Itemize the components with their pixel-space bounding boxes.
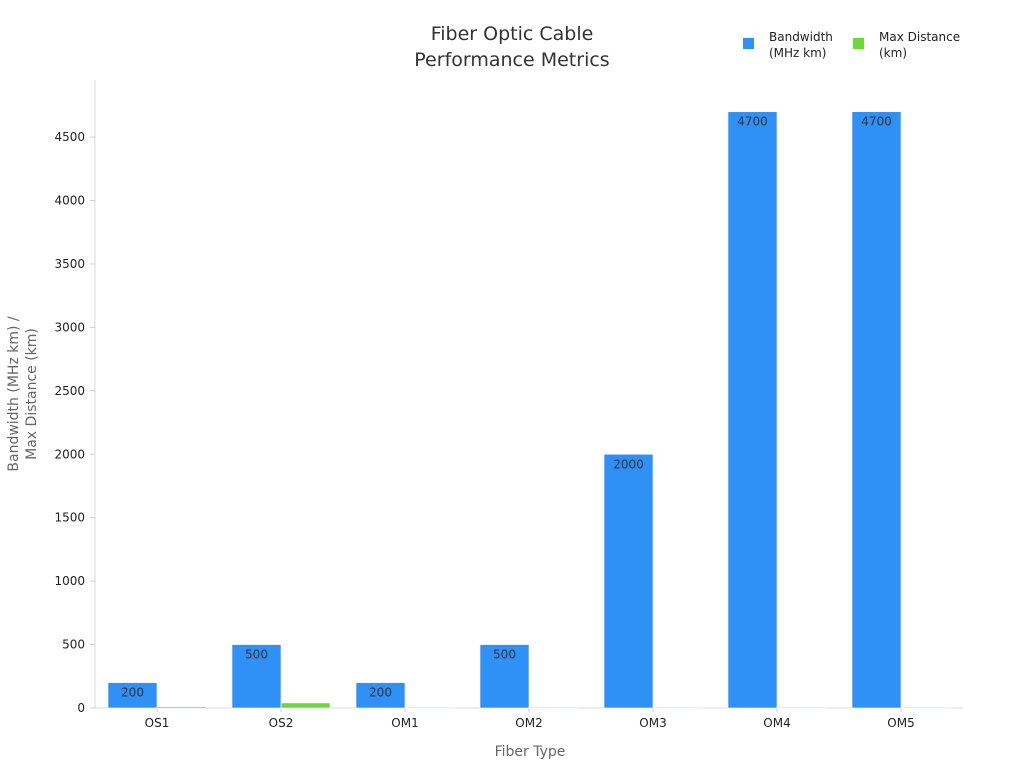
y-tick-label: 500	[62, 638, 85, 652]
y-axis-title-line-2: Max Distance (km)	[24, 328, 40, 460]
bar-max-distance	[776, 706, 827, 709]
data-label-bandwidth: 4700	[861, 115, 892, 129]
x-tick-label: OM1	[391, 716, 418, 730]
x-tick-label: OS1	[145, 716, 170, 730]
bar-max-distance	[528, 706, 579, 709]
bar-bandwidth	[479, 644, 530, 709]
x-tick-label: OM3	[639, 716, 666, 730]
y-axis-title-line-1: Bandwidth (MHz km) /	[6, 316, 22, 472]
x-axis-ticks: OS1 OS2 OM1 OM2 OM3 OM4 OM5	[145, 708, 915, 730]
data-label-bandwidth: 500	[245, 648, 268, 662]
data-label-bandwidth: 4700	[737, 115, 768, 129]
x-axis-title: Fiber Type	[495, 744, 566, 760]
y-tick-label: 0	[77, 701, 85, 715]
data-label-bandwidth: 200	[121, 686, 144, 700]
bar-bandwidth	[727, 111, 778, 709]
bar-bandwidth	[231, 644, 282, 709]
bar-max-distance	[156, 706, 207, 709]
bar-bandwidth	[851, 111, 902, 709]
chart-title-line-1: Fiber Optic Cable	[431, 23, 594, 45]
y-tick-label: 4500	[54, 130, 85, 144]
legend-label-bandwidth-line-1: Bandwidth	[769, 30, 833, 44]
data-label-bandwidth: 2000	[613, 457, 644, 471]
x-tick-label: OS2	[269, 716, 294, 730]
y-tick-label: 3500	[54, 257, 85, 271]
y-tick-label: 3000	[54, 320, 85, 334]
bar-max-distance	[900, 706, 951, 709]
x-tick-label: OM2	[515, 716, 542, 730]
bar-bandwidth	[603, 453, 654, 709]
bar-max-distance	[280, 702, 331, 709]
bar-bandwidth	[355, 682, 406, 709]
data-label-bandwidth: 200	[369, 686, 392, 700]
bar-max-distance	[404, 706, 455, 709]
legend: Bandwidth (MHz km) Max Distance (km)	[743, 30, 960, 60]
legend-swatch-max-distance	[853, 38, 864, 49]
chart-title-line-2: Performance Metrics	[414, 49, 609, 71]
bar-max-distance	[652, 706, 703, 709]
y-tick-label: 1500	[54, 511, 85, 525]
y-axis-ticks: 0 500 1000 1500 2000 2500 3000 3500 4000 4500	[54, 130, 95, 715]
data-label-bandwidth: 500	[493, 648, 516, 662]
bars-layer	[107, 111, 951, 709]
bar-bandwidth	[107, 682, 158, 709]
y-tick-label: 1000	[54, 574, 85, 588]
y-tick-label: 2000	[54, 447, 85, 461]
legend-label-max-distance-line-1: Max Distance	[879, 30, 960, 44]
legend-label-max-distance-line-2: (km)	[879, 46, 907, 60]
x-tick-label: OM5	[887, 716, 914, 730]
legend-swatch-bandwidth	[743, 38, 754, 49]
y-tick-label: 2500	[54, 384, 85, 398]
legend-label-bandwidth-line-2: (MHz km)	[769, 46, 827, 60]
data-labels-layer: 200 500 200 500 2000 4700 4700	[121, 115, 892, 700]
y-axis-title: Bandwidth (MHz km) / Max Distance (km)	[6, 316, 40, 472]
x-tick-label: OM4	[763, 716, 790, 730]
y-tick-label: 4000	[54, 194, 85, 208]
